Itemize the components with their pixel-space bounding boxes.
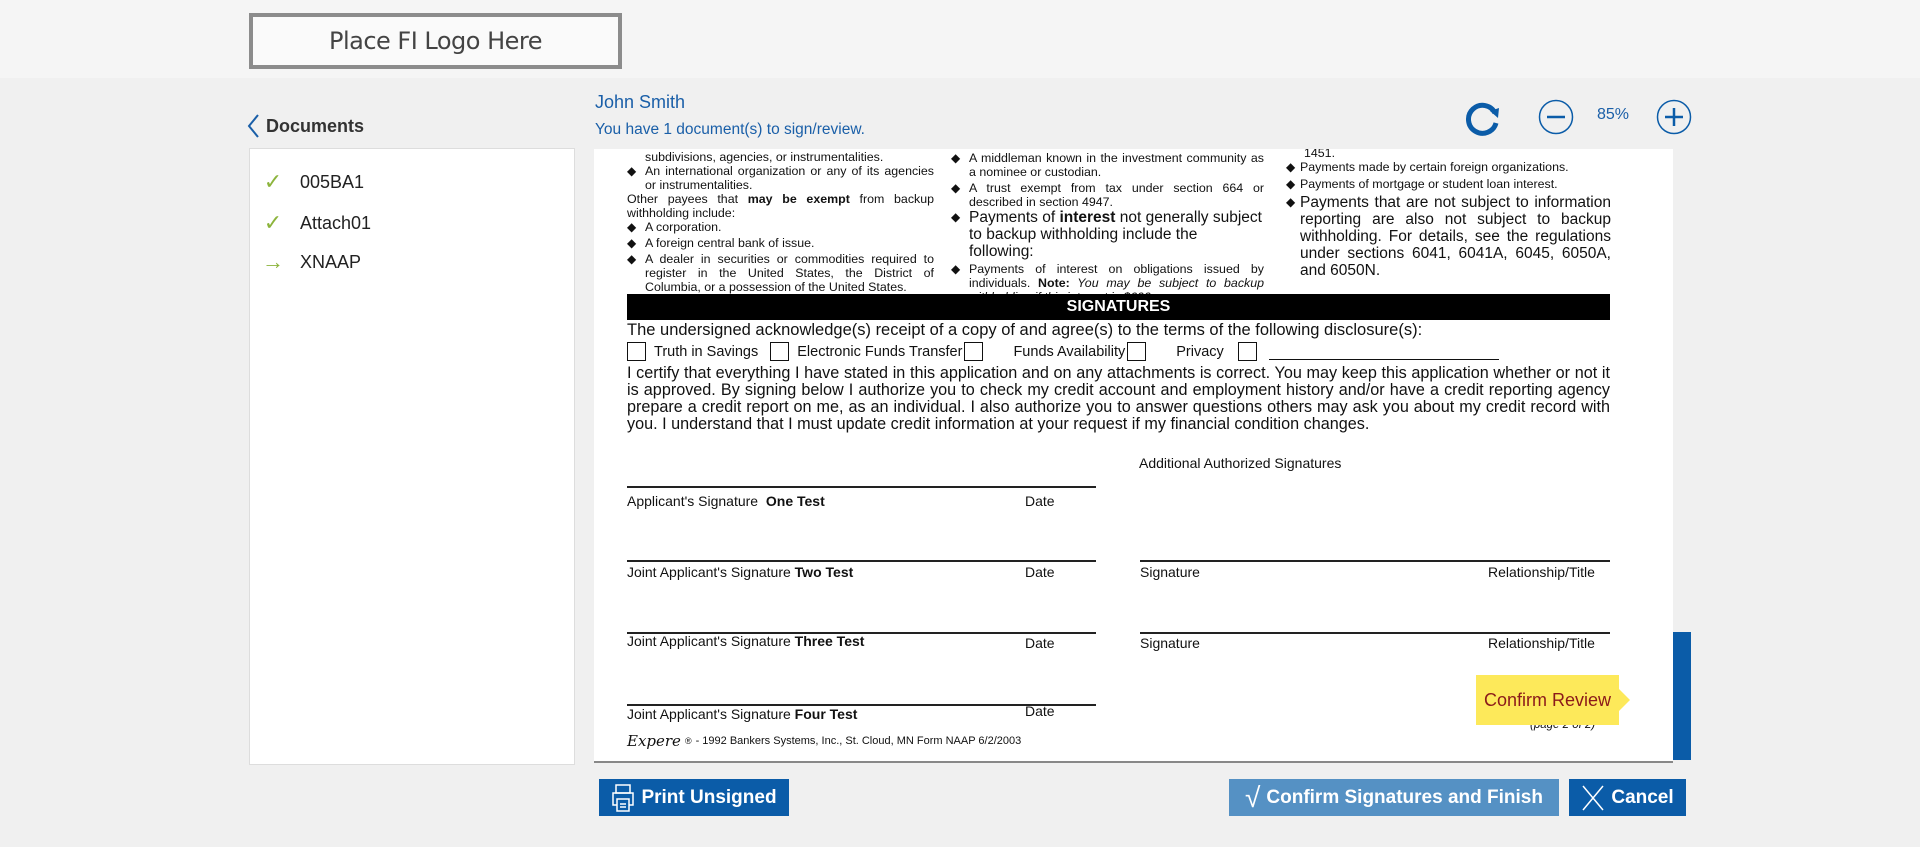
zoom-level: 85% xyxy=(1597,106,1630,123)
signature-line xyxy=(627,632,1096,634)
documents-back-button[interactable]: Documents xyxy=(246,113,364,139)
sidebar-title: Documents xyxy=(266,115,365,136)
button-label: Cancel xyxy=(1611,786,1674,808)
signature-line xyxy=(627,486,1096,488)
certification-text: I certify that everything I have stated … xyxy=(627,364,1610,433)
document-item-005BA1[interactable]: ✓ 005BA1 xyxy=(262,169,364,195)
printer-icon xyxy=(612,783,635,812)
checkbox-funds-availability[interactable] xyxy=(964,342,984,361)
documents-status: You have 1 document(s) to sign/review. xyxy=(595,121,865,138)
cancel-button[interactable]: Cancel xyxy=(1569,779,1686,816)
checkbox-privacy[interactable] xyxy=(1127,342,1147,361)
text-column-3: 1451. Payments made by certain foreign o… xyxy=(1286,149,1611,279)
checkbox-truth-in-savings[interactable] xyxy=(627,342,646,361)
arrow-right-icon: → xyxy=(262,249,284,274)
signature-label: Signature xyxy=(1140,564,1200,580)
signature-line xyxy=(1140,632,1610,634)
signature-line xyxy=(627,704,1096,706)
checkbox-label: Funds Availability xyxy=(1013,343,1126,360)
document-list: ✓ 005BA1 ✓ Attach01 → XNAAP xyxy=(249,148,575,765)
checkbox-label: Truth in Savings xyxy=(654,343,759,360)
signature-line xyxy=(627,560,1096,562)
user-name: John Smith xyxy=(595,92,686,112)
plus-circle-icon xyxy=(1656,99,1692,135)
check-icon: √ xyxy=(1245,781,1261,813)
chevron-left-icon xyxy=(247,114,259,138)
document-item-xnaap[interactable]: → XNAAP xyxy=(262,249,361,275)
document-viewer[interactable]: subdivisions, agencies, or instrumentali… xyxy=(594,149,1673,763)
minus-circle-icon xyxy=(1538,99,1574,135)
logo-placeholder: Place FI Logo Here xyxy=(249,13,622,69)
expere-logo: Expere xyxy=(627,732,681,750)
signature-label: Signature xyxy=(1140,635,1200,651)
checkbox-other[interactable] xyxy=(1237,342,1257,361)
signature-label: Joint Applicant's Signature Two Test xyxy=(627,564,854,580)
acknowledgement-text: The undersigned acknowledge(s) receipt o… xyxy=(627,321,1423,339)
document-label: XNAAP xyxy=(300,251,362,272)
signature-line xyxy=(1140,560,1610,562)
relationship-label: Relationship/Title xyxy=(1488,564,1595,580)
check-icon: ✓ xyxy=(263,210,283,235)
check-icon: ✓ xyxy=(263,169,283,194)
scrollbar-thumb[interactable] xyxy=(1673,632,1691,760)
other-disclosure-line xyxy=(1268,344,1499,360)
document-label: 005BA1 xyxy=(300,171,365,192)
signature-label: Joint Applicant's Signature Four Test xyxy=(627,706,858,722)
close-icon xyxy=(1582,785,1604,810)
signatures-heading: SIGNATURES xyxy=(627,294,1610,320)
zoom-out-button[interactable] xyxy=(1538,99,1574,135)
date-label: Date xyxy=(1025,493,1055,509)
cut-off-line: subdivisions, agencies, or instrumentali… xyxy=(645,150,884,164)
relationship-label: Relationship/Title xyxy=(1488,635,1595,651)
refresh-icon xyxy=(1466,102,1499,136)
date-label: Date xyxy=(1025,635,1055,651)
checkbox-electronic-funds-transfer[interactable] xyxy=(770,342,790,361)
rotate-button[interactable] xyxy=(1462,98,1504,140)
form-footer: Expere ® - 1992 Bankers Systems, Inc., St.… xyxy=(627,732,1022,750)
checkbox-label: Electronic Funds Transfer xyxy=(797,343,963,360)
confirm-review-button[interactable]: Confirm Review xyxy=(1476,675,1630,725)
additional-signatures-heading: Additional Authorized Signatures xyxy=(1139,455,1342,471)
confirm-signatures-finish-button[interactable]: √ Confirm Signatures and Finish xyxy=(1229,779,1559,816)
date-label: Date xyxy=(1025,703,1055,719)
document-item-attach01[interactable]: ✓ Attach01 xyxy=(262,210,371,236)
button-label: Confirm Signatures and Finish xyxy=(1266,786,1543,808)
document-label: Attach01 xyxy=(300,212,372,233)
disclosure-checkboxes: Truth in Savings Electronic Funds Transf… xyxy=(627,342,1499,361)
checkbox-label: Privacy xyxy=(1176,343,1224,360)
text-column-1: subdivisions, agencies, or instrumentali… xyxy=(627,150,934,294)
button-label: Print Unsigned xyxy=(641,786,777,808)
signature-label: Applicant's Signature One Test xyxy=(627,493,825,509)
text-column-2: A middleman known in the investment comm… xyxy=(951,151,1264,304)
signature-label: Joint Applicant's Signature Three Test xyxy=(627,633,865,649)
print-unsigned-button[interactable]: Print Unsigned xyxy=(599,779,789,816)
zoom-in-button[interactable] xyxy=(1656,99,1692,135)
date-label: Date xyxy=(1025,564,1055,580)
